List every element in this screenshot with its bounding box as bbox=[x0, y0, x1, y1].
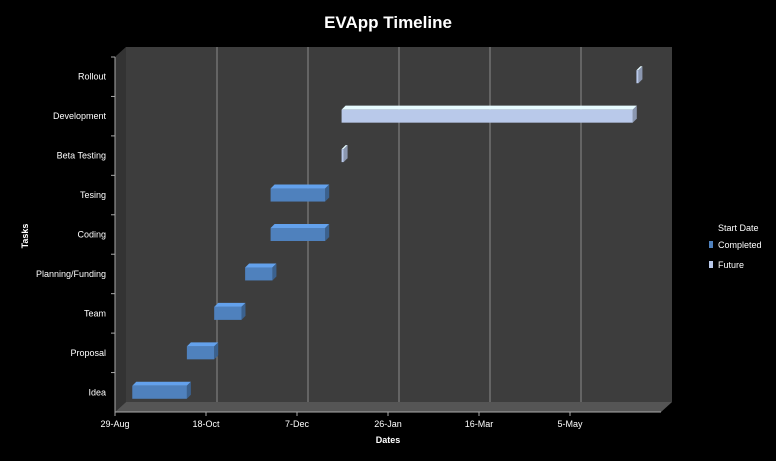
plot-floor bbox=[115, 402, 672, 412]
gantt-bar bbox=[341, 105, 637, 123]
bar-side-face bbox=[272, 263, 277, 281]
bar-top-face bbox=[214, 302, 246, 307]
gantt-bar bbox=[270, 184, 330, 202]
y-tick-label: Development bbox=[53, 111, 107, 121]
bar-top-face bbox=[341, 145, 348, 150]
legend-label: Future bbox=[718, 260, 744, 270]
bar-side-face bbox=[638, 66, 643, 84]
x-axis-title: Dates bbox=[376, 435, 401, 445]
x-tick-label: 29-Aug bbox=[100, 419, 129, 429]
bar-front-face bbox=[341, 149, 344, 163]
y-tick-label: Team bbox=[84, 308, 106, 318]
y-axis-categories: Idea Proposal Team Planning/Funding Coding Te… bbox=[36, 56, 116, 412]
chart-title: EVApp Timeline bbox=[324, 13, 452, 32]
x-tick-label: 26-Jan bbox=[374, 419, 402, 429]
bar-top-face bbox=[245, 263, 277, 268]
bar-front-face bbox=[132, 385, 187, 399]
bar-top-face bbox=[132, 381, 191, 386]
y-tick-label: Planning/Funding bbox=[36, 269, 106, 279]
x-tick-label: 7-Dec bbox=[285, 419, 310, 429]
bar-front-face bbox=[270, 188, 326, 202]
bar-side-face bbox=[186, 381, 191, 399]
gantt-bar bbox=[341, 145, 348, 163]
bar-side-face bbox=[325, 224, 330, 241]
bar-front-face bbox=[186, 346, 215, 360]
gantt-bar bbox=[636, 66, 643, 84]
bar-front-face bbox=[341, 109, 633, 123]
x-tick-label: 18-Oct bbox=[192, 419, 220, 429]
legend: Start Date Completed Future bbox=[709, 223, 762, 270]
legend-item: Completed bbox=[709, 240, 762, 250]
gantt-bar bbox=[186, 342, 219, 360]
legend-title: Start Date bbox=[718, 223, 759, 233]
bar-side-face bbox=[343, 145, 348, 163]
bar-side-face bbox=[632, 105, 637, 123]
legend-swatch bbox=[709, 261, 713, 268]
y-tick-label: Beta Testing bbox=[57, 151, 106, 161]
legend-swatch bbox=[709, 241, 713, 248]
plot-side-wall bbox=[115, 47, 126, 412]
bar-top-face bbox=[341, 105, 637, 110]
y-tick-label: Proposal bbox=[70, 348, 106, 358]
bar-front-face bbox=[636, 70, 639, 84]
gantt-bar bbox=[245, 263, 277, 281]
y-tick-label: Coding bbox=[77, 230, 106, 240]
x-axis-ticks: 29-Aug 18-Oct 7-Dec 26-Jan 16-Mar 5-May bbox=[100, 411, 661, 429]
bar-side-face bbox=[214, 342, 219, 360]
bar-top-face bbox=[186, 342, 219, 347]
legend-item: Future bbox=[709, 260, 744, 270]
y-tick-label: Tesing bbox=[80, 190, 106, 200]
gantt-bar bbox=[214, 302, 246, 320]
gantt-bar bbox=[132, 381, 191, 399]
x-tick-label: 5-May bbox=[557, 419, 583, 429]
y-tick-label: Rollout bbox=[78, 72, 107, 82]
bar-side-face bbox=[325, 184, 330, 202]
bar-front-face bbox=[245, 267, 273, 281]
bar-front-face bbox=[214, 306, 242, 320]
x-tick-label: 16-Mar bbox=[465, 419, 494, 429]
gantt-bar bbox=[270, 224, 330, 241]
gantt-bars bbox=[132, 66, 643, 399]
y-tick-label: Idea bbox=[88, 387, 106, 397]
bar-top-face bbox=[270, 224, 330, 228]
bar-side-face bbox=[241, 302, 246, 320]
bar-front-face bbox=[270, 228, 326, 241]
bar-top-face bbox=[270, 184, 330, 189]
legend-label: Completed bbox=[718, 240, 762, 250]
bar-top-face bbox=[636, 66, 643, 71]
y-axis-title: Tasks bbox=[20, 224, 30, 249]
